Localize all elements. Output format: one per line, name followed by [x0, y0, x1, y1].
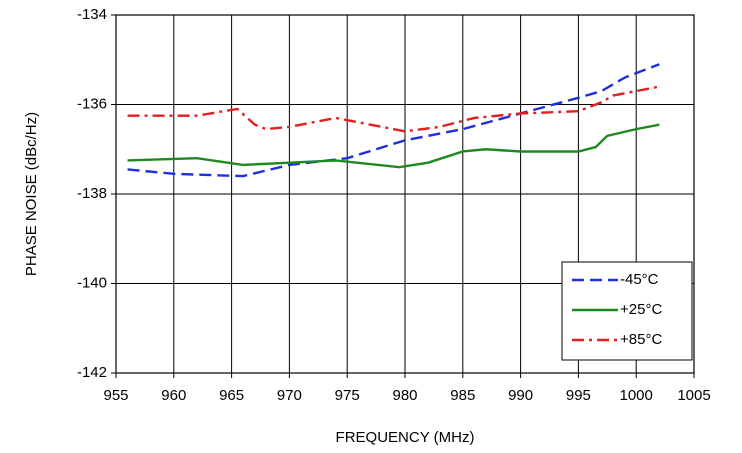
x-tick-label: 985 — [450, 387, 475, 404]
plot-frame — [115, 14, 695, 374]
legend-label: -45°C — [620, 271, 659, 288]
x-tick-label: 1000 — [620, 387, 653, 404]
x-tick-label: 965 — [219, 387, 244, 404]
series-line — [127, 63, 660, 178]
x-tick-label: 970 — [277, 387, 302, 404]
y-tick-label: -136 — [77, 95, 107, 112]
y-tick-label: -138 — [77, 185, 107, 202]
x-tick-label: 1005 — [677, 387, 710, 404]
y-axis-label: PHASE NOISE (dBc/Hz) — [23, 112, 40, 276]
series-line — [127, 123, 660, 169]
legend-label: +25°C — [620, 301, 662, 318]
x-tick-label: 980 — [392, 387, 417, 404]
x-tick-label: 975 — [335, 387, 360, 404]
x-tick-label: 990 — [508, 387, 533, 404]
y-tick-label: -134 — [77, 6, 107, 23]
x-tick-label: 955 — [103, 387, 128, 404]
y-tick-label: -142 — [77, 364, 107, 381]
series-line — [127, 85, 660, 133]
legend-label: +85°C — [620, 331, 662, 348]
x-tick-label: 995 — [566, 387, 591, 404]
y-tick-label: -140 — [77, 274, 107, 291]
x-tick-label: 960 — [161, 387, 186, 404]
x-axis-label: FREQUENCY (MHz) — [336, 429, 475, 446]
